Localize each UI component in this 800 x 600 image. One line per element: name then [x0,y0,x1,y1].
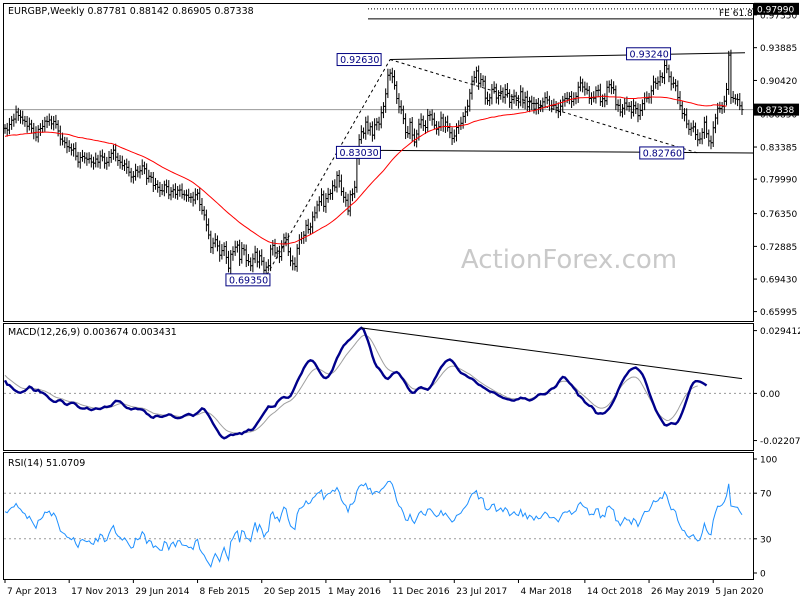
rsi-y-axis: 0 30 70 100 [4,456,777,580]
annotation-low-2019: 0.82760 [639,146,685,160]
annotation-low-2016: 0.83030 [335,145,381,159]
x-tick-label: 1 May 2016 [328,587,381,597]
price-annotations: 0.92630 0.83030 0.69350 0.93240 0.82760 0.979… [225,2,799,287]
annotation-top-2019-text: 0.93240 [630,49,669,60]
rsi-panel-frame [3,452,754,580]
x-tick-label: 17 Nov 2013 [71,587,129,597]
rsi-y-tick-label: 0 [760,570,766,580]
price-y-tick-label: 0.90420 [760,77,797,87]
macd-line [3,326,708,440]
macd-signal-line [4,334,698,434]
level-price-label: 0.97990 [754,2,799,15]
price-y-tick-label: 0.79990 [760,176,797,186]
rsi-panel: 0 30 70 100 RSI(14) 51.0709 [3,452,777,580]
macd-trend-line [361,327,743,380]
annotation-low-2015: 0.69350 [225,273,271,287]
macd-panel-frame [3,323,754,451]
price-y-tick-label: 0.65995 [760,308,797,318]
price-y-tick-label: 0.86850 [760,111,797,121]
x-tick-label: 4 Mar 2018 [520,587,572,597]
trend-lines [4,8,754,281]
x-tick-label: 23 Jul 2017 [456,587,507,597]
macd-y-tick-label: 0.029412 [760,327,800,337]
rsi-y-tick-label: 70 [760,490,772,500]
x-tick-label: 7 Apr 2013 [7,587,57,597]
last-price-text: 0.87338 [757,106,794,116]
annotation-top-2016-text: 0.92630 [340,55,379,66]
rsi-y-tick-label: 30 [760,535,772,545]
price-panel: ActionForex.com 0.65995 0.69430 0.72885 0.7… [3,2,799,322]
level-price-text: 0.97990 [757,5,794,15]
price-y-tick-label: 0.76350 [760,210,797,220]
price-y-tick-label: 0.97350 [760,11,797,21]
x-tick-label: 26 May 2019 [651,587,710,597]
rsi-line [4,480,743,569]
channel-bottom-line [374,149,754,154]
macd-panel: 0.029412 0.00 -0.022074 MACD(12,26,9) 0.00… [3,323,800,451]
macd-header: MACD(12,26,9) 0.003674 0.003431 [8,327,177,338]
last-price-label: 0.87338 [754,103,799,116]
moving-average-line [4,95,727,245]
channel-top-line [390,52,746,61]
annotation-low-2016-text: 0.83030 [339,148,378,159]
price-y-tick-label: 0.93885 [760,44,797,54]
annotation-top-2016: 0.92630 [336,53,382,66]
x-tick-label: 5 Jan 2020 [715,587,763,597]
swing-up-line [263,59,391,281]
price-y-tick-label: 0.83385 [760,144,797,154]
price-y-axis: 0.65995 0.69430 0.72885 0.76350 0.79990 0.833… [753,11,797,318]
watermark: ActionForex.com [461,245,677,275]
x-tick-label: 14 Oct 2018 [587,587,643,597]
annotation-low-2015-text: 0.69350 [229,275,268,286]
rsi-header: RSI(14) 51.0709 [8,458,85,469]
price-y-tick-label: 0.69430 [760,276,797,286]
x-tick-label: 8 Feb 2015 [200,587,250,597]
price-bar [740,101,744,115]
price-y-tick-label: 0.72885 [760,243,797,253]
x-tick-label: 29 Jun 2014 [135,587,189,597]
price-bars [3,49,744,277]
annotation-top-2019: 0.93240 [626,47,672,61]
price-header: EURGBP,Weekly 0.87781 0.88142 0.86905 0.… [8,6,254,17]
annotation-low-2019-text: 0.82760 [643,148,682,159]
macd-y-tick-label: 0.00 [760,390,780,400]
x-axis: 7 Apr 2013 17 Nov 2013 29 Jun 2014 8 Feb 20… [4,579,764,597]
x-tick-label: 20 Sep 2015 [264,587,321,597]
rsi-y-tick-label: 100 [760,456,777,466]
macd-y-tick-label: -0.022074 [760,437,800,447]
macd-y-axis: 0.029412 0.00 -0.022074 [4,327,800,447]
fe-label: FE 61.8 [719,9,753,19]
x-tick-label: 11 Dec 2016 [392,587,450,597]
